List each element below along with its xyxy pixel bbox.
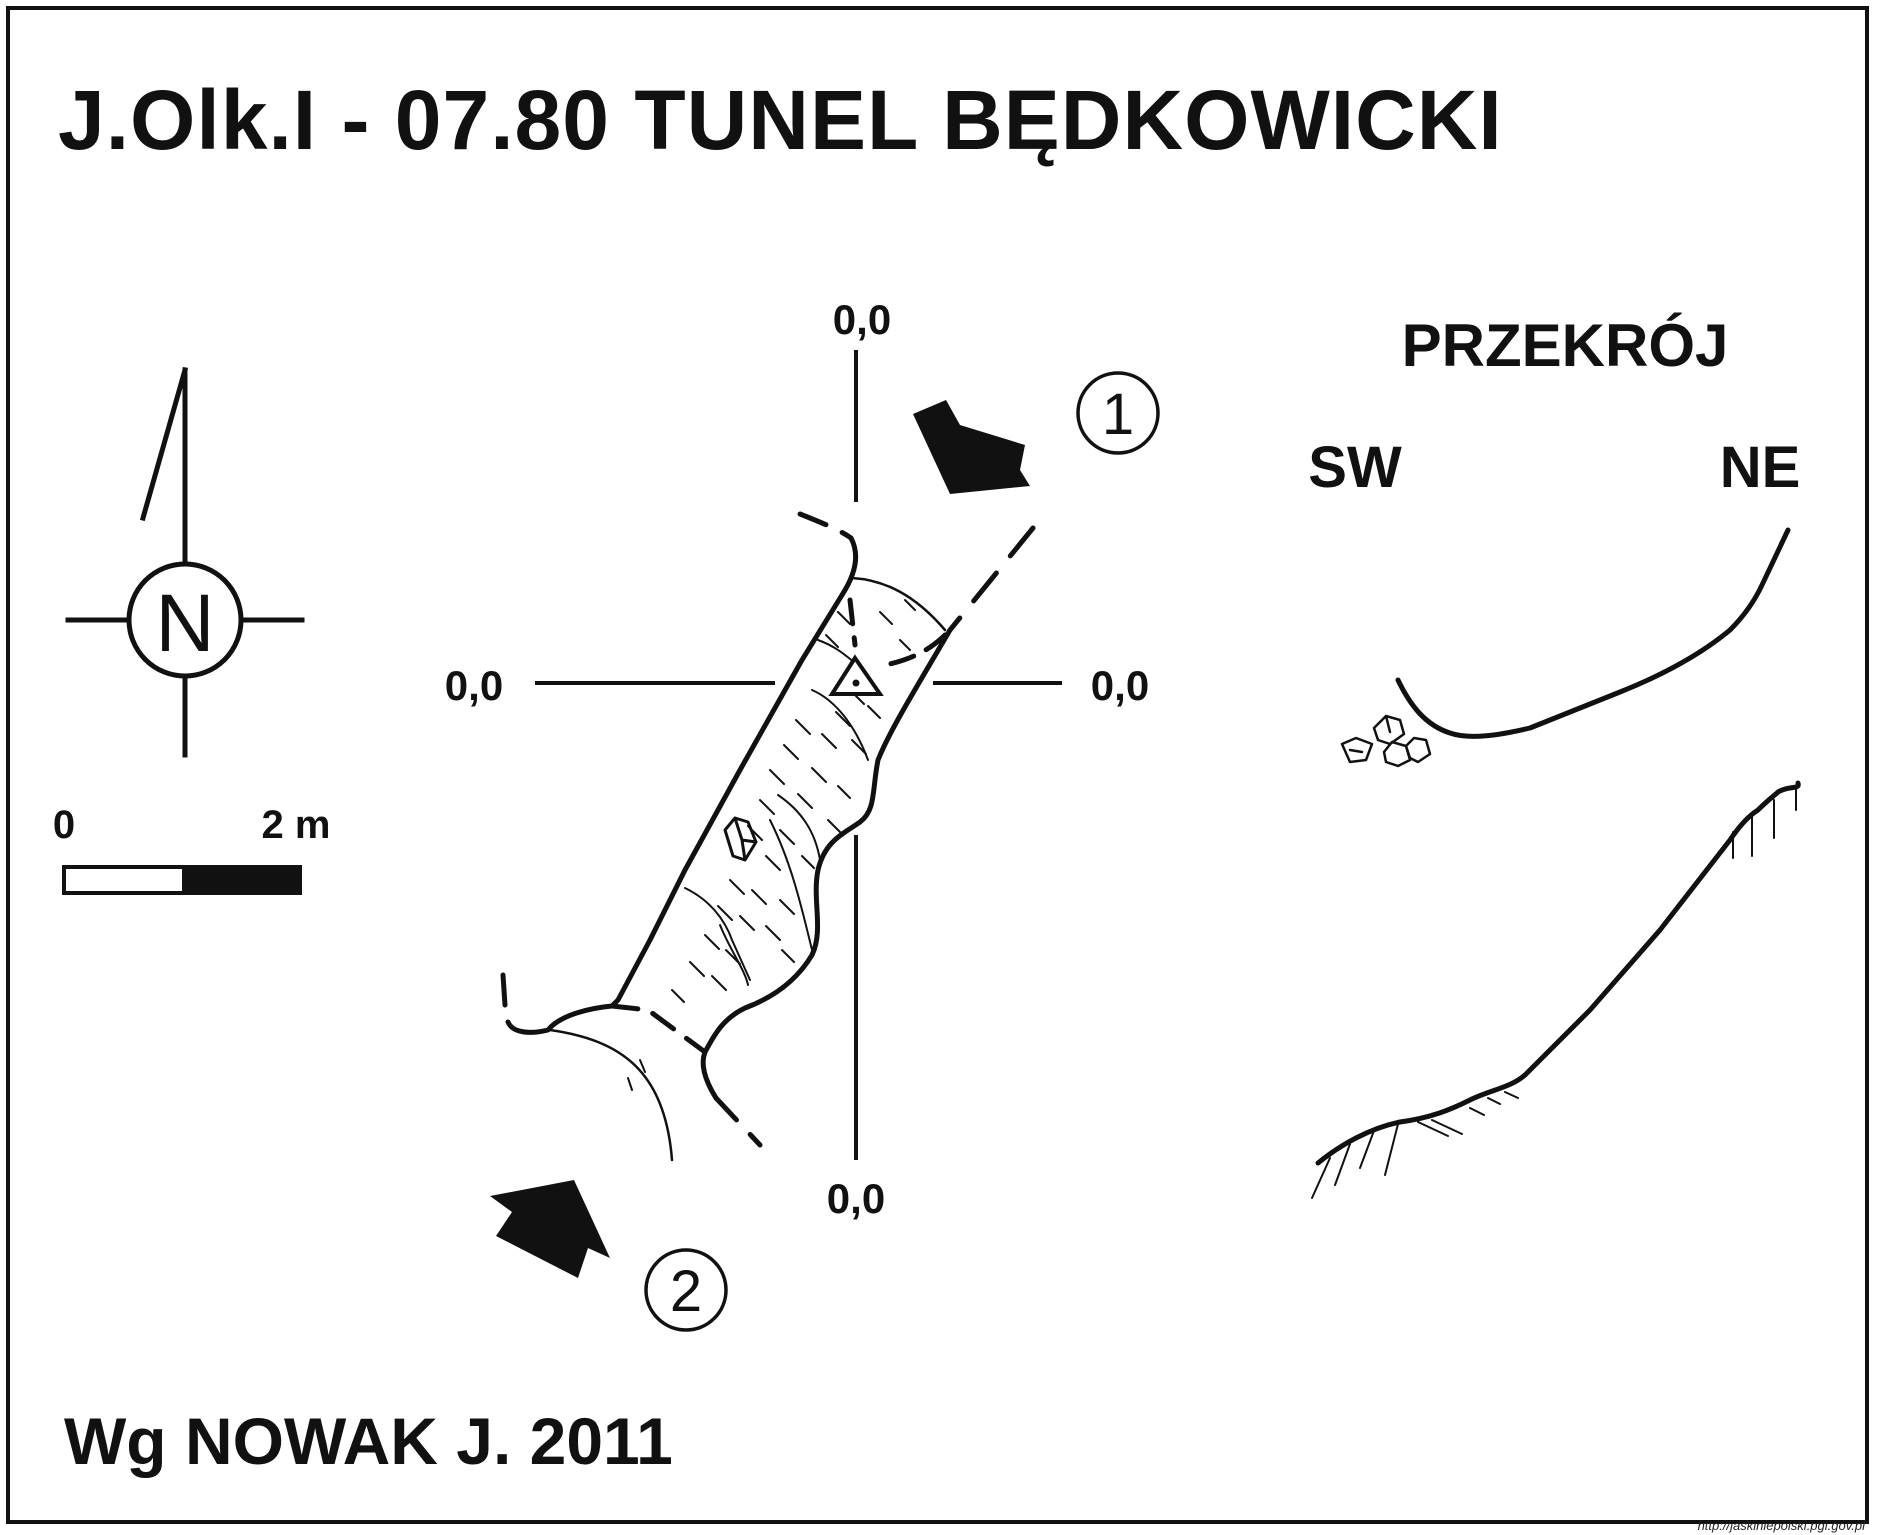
section-marker-1: 1 bbox=[1076, 371, 1160, 455]
cross-section-ne-label: NE bbox=[1720, 435, 1801, 500]
cave-plan-dashed-outlet bbox=[713, 1095, 763, 1148]
external-slope-hachures bbox=[627, 1059, 646, 1091]
cross-section-floor-line bbox=[1315, 780, 1801, 1166]
scale-bar-filled-segment bbox=[182, 867, 300, 893]
floor-division-2 bbox=[777, 794, 821, 861]
overhang-dashed-right bbox=[947, 525, 1036, 633]
floor-division-1 bbox=[811, 689, 869, 761]
drip-line-entrance-2 bbox=[609, 1003, 708, 1055]
section-marker-2-circle bbox=[644, 1248, 728, 1332]
survey-station-point bbox=[852, 679, 860, 687]
section-arrow-1-shape bbox=[913, 400, 1030, 494]
map-frame bbox=[6, 6, 1869, 1524]
cross-section-profile bbox=[1311, 527, 1801, 1199]
cross-section-hachures bbox=[1311, 787, 1797, 1199]
survey-station-symbol bbox=[828, 654, 884, 696]
datum-label-top: 0,0 bbox=[833, 296, 891, 343]
north-label: N bbox=[155, 578, 214, 669]
section-marker-1-circle bbox=[1076, 371, 1160, 455]
survey-station-triangle bbox=[828, 654, 884, 696]
cross-section-sw-label: SW bbox=[1308, 435, 1402, 500]
overhang-dashed-top bbox=[797, 511, 854, 541]
north-arrow-barb bbox=[139, 366, 189, 522]
page-title: J.Olk.I - 07.80 TUNEL BĘDKOWICKI bbox=[58, 73, 1503, 167]
north-circle bbox=[126, 561, 244, 679]
floor-arc-1 bbox=[850, 576, 947, 632]
floor-hatching bbox=[671, 599, 916, 1003]
section-arrow-1 bbox=[913, 400, 1030, 494]
section-marker-1-label: 1 bbox=[1102, 382, 1134, 447]
cave-plan-left-stub bbox=[500, 972, 508, 1008]
section-arrow-2-shape bbox=[490, 1180, 610, 1278]
north-arrow bbox=[65, 366, 305, 758]
scale-bar: 0 2 m bbox=[53, 803, 331, 895]
drip-line-entrance-1 bbox=[847, 597, 948, 668]
source-url[interactable]: http://jaskiniepolski.pgi.gov.pl bbox=[1697, 1518, 1865, 1533]
floor-division-5 bbox=[719, 924, 749, 986]
cross-section-rubble bbox=[1340, 714, 1432, 768]
cave-plan bbox=[500, 511, 1036, 1162]
datum-label-left: 0,0 bbox=[445, 662, 503, 709]
datum-label-right: 0,0 bbox=[1091, 662, 1149, 709]
boulder-symbol bbox=[723, 816, 758, 862]
floor-division-4 bbox=[684, 887, 751, 981]
cave-plan-right-wall bbox=[702, 627, 953, 1055]
author-credit: Wg NOWAK J. 2011 bbox=[64, 1404, 673, 1478]
cross-section-ceiling-line bbox=[1395, 527, 1791, 739]
section-marker-2: 2 bbox=[644, 1248, 728, 1332]
cross-section-heading: PRZEKRÓJ bbox=[1402, 312, 1729, 379]
section-arrow-2 bbox=[490, 1180, 610, 1278]
datum-cross bbox=[535, 350, 1062, 1160]
scale-end-label: 2 m bbox=[262, 803, 331, 847]
cave-plan-left-wall bbox=[505, 535, 859, 1035]
datum-label-bottom: 0,0 bbox=[827, 1175, 885, 1222]
floor-division-3 bbox=[769, 819, 813, 951]
section-marker-2-label: 2 bbox=[670, 1259, 702, 1324]
external-slope-line bbox=[548, 1028, 674, 1162]
cave-plan-lower-right-wall bbox=[700, 1049, 719, 1101]
scale-start-label: 0 bbox=[53, 803, 75, 847]
